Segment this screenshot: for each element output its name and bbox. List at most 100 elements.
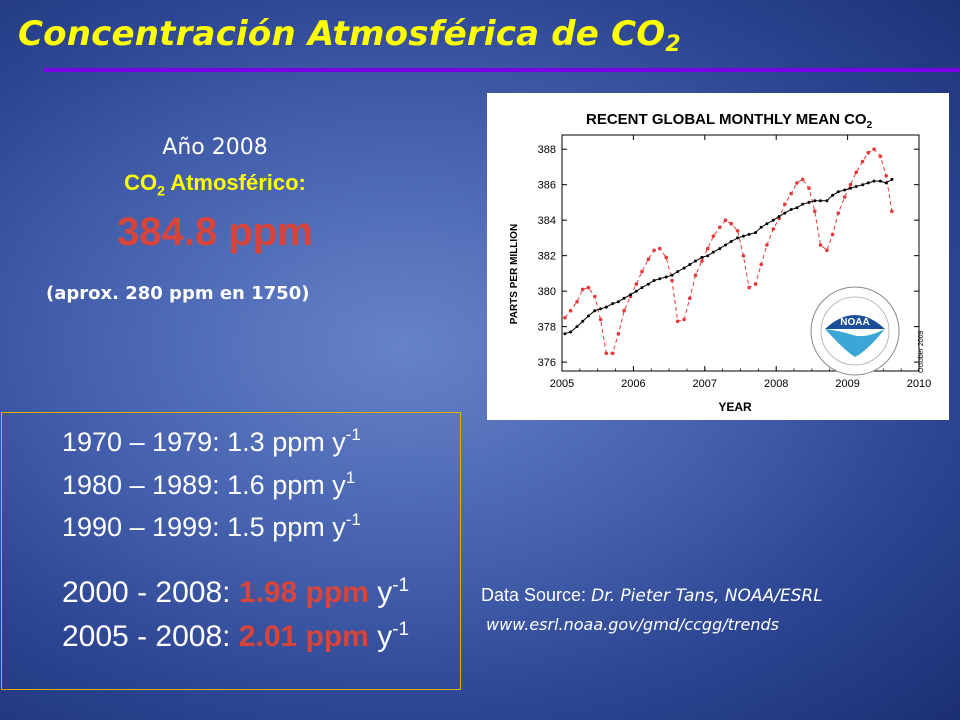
source-url[interactable]: www.esrl.noaa.gov/gmd/ccgg/trends xyxy=(486,615,779,634)
data-point xyxy=(884,174,888,178)
data-point xyxy=(652,279,656,282)
data-point xyxy=(676,270,680,274)
data-point xyxy=(783,211,787,215)
data-point xyxy=(604,305,608,309)
data-point xyxy=(705,246,710,251)
data-point xyxy=(622,308,626,313)
data-point xyxy=(843,188,847,192)
data-point xyxy=(754,231,757,235)
data-point xyxy=(831,193,835,197)
data-point xyxy=(694,259,697,263)
data-point xyxy=(563,332,567,336)
y-tick-label: 378 xyxy=(538,322,556,334)
data-point xyxy=(682,266,686,270)
data-point xyxy=(836,190,840,194)
data-point xyxy=(670,273,674,277)
data-point xyxy=(800,177,805,182)
data-point xyxy=(872,147,876,151)
data-point xyxy=(711,234,716,238)
data-point xyxy=(866,150,871,155)
data-point xyxy=(718,247,722,251)
growth-rates-box: 1970 – 1979: 1.3 ppm y-1 1980 – 1989: 1.… xyxy=(1,412,461,690)
data-point xyxy=(688,296,692,300)
data-point xyxy=(575,325,579,329)
data-point xyxy=(634,289,638,293)
data-point xyxy=(629,293,632,297)
data-point xyxy=(878,154,883,159)
noaa-logo-text: NOAA xyxy=(840,317,869,328)
data-point xyxy=(693,273,698,277)
y-tick-label: 386 xyxy=(538,180,556,192)
data-point xyxy=(854,170,858,175)
data-source: Data Source: Dr. Pieter Tans, NOAA/ESRL xyxy=(481,585,823,606)
x-tick-label: 2010 xyxy=(907,378,931,390)
data-point xyxy=(795,181,799,185)
rate-row: 1990 – 1999: 1.5 ppm y-1 xyxy=(62,510,361,542)
data-point xyxy=(568,308,573,313)
data-point xyxy=(866,181,870,185)
x-axis-label: YEAR xyxy=(718,400,752,414)
chart-title: RECENT GLOBAL MONTHLY MEAN CO2 xyxy=(586,111,873,131)
x-tick-label: 2008 xyxy=(764,378,788,390)
data-point xyxy=(646,257,651,261)
data-point xyxy=(741,234,745,238)
data-point xyxy=(664,275,668,279)
data-point xyxy=(789,191,793,196)
data-point xyxy=(884,181,888,185)
data-point xyxy=(611,302,615,306)
data-point xyxy=(688,263,692,266)
data-point xyxy=(878,179,882,183)
data-point xyxy=(604,351,609,356)
data-point xyxy=(789,208,793,211)
co2-value: 384.8 ppm xyxy=(117,210,313,254)
rate-row: 1980 – 1989: 1.6 ppm y1 xyxy=(62,468,356,500)
data-point xyxy=(652,248,656,253)
data-point xyxy=(777,215,781,219)
data-point xyxy=(849,186,852,190)
co2-label: CO2 Atmosférico: xyxy=(124,170,306,199)
y-tick-label: 376 xyxy=(538,357,556,369)
data-point xyxy=(664,255,668,260)
data-point xyxy=(729,240,733,243)
data-point xyxy=(598,317,603,322)
data-point xyxy=(736,236,740,240)
data-point xyxy=(634,282,639,286)
data-point xyxy=(759,225,763,229)
data-point xyxy=(569,330,573,334)
data-point xyxy=(610,351,615,356)
data-point xyxy=(854,185,858,188)
slide-title: Concentración Atmosférica de CO2 xyxy=(18,14,681,57)
x-tick-label: 2007 xyxy=(693,378,717,390)
data-point xyxy=(580,287,585,292)
data-point xyxy=(771,227,776,231)
data-point xyxy=(616,331,621,336)
data-point xyxy=(586,314,590,318)
data-point xyxy=(640,269,644,274)
data-point xyxy=(861,183,865,187)
data-point xyxy=(801,202,805,206)
data-point xyxy=(593,294,597,299)
data-point xyxy=(675,319,680,324)
data-point xyxy=(646,282,650,286)
data-point xyxy=(724,243,727,247)
data-point xyxy=(747,285,751,290)
x-tick-label: 2009 xyxy=(835,378,859,390)
data-point xyxy=(825,199,829,203)
data-point xyxy=(658,246,662,251)
rate-row: 1970 – 1979: 1.3 ppm y-1 xyxy=(62,425,361,457)
data-point xyxy=(711,250,715,254)
noaa-logo: NOAA xyxy=(810,286,900,376)
data-point xyxy=(741,253,746,258)
date-note: October 2009 xyxy=(918,330,925,373)
data-point xyxy=(819,199,822,203)
data-point xyxy=(593,309,597,313)
data-point xyxy=(813,199,817,203)
data-point xyxy=(729,221,733,226)
year-label: Año 2008 xyxy=(162,135,268,160)
data-point xyxy=(795,206,799,210)
data-point xyxy=(682,317,686,322)
co2-chart: RECENT GLOBAL MONTHLY MEAN CO2 2005 2006 2… xyxy=(487,93,949,420)
data-point xyxy=(723,218,728,222)
rate-row-highlight: 2000 - 2008: 1.98 ppm y-1 xyxy=(62,575,410,609)
data-point xyxy=(765,222,769,226)
